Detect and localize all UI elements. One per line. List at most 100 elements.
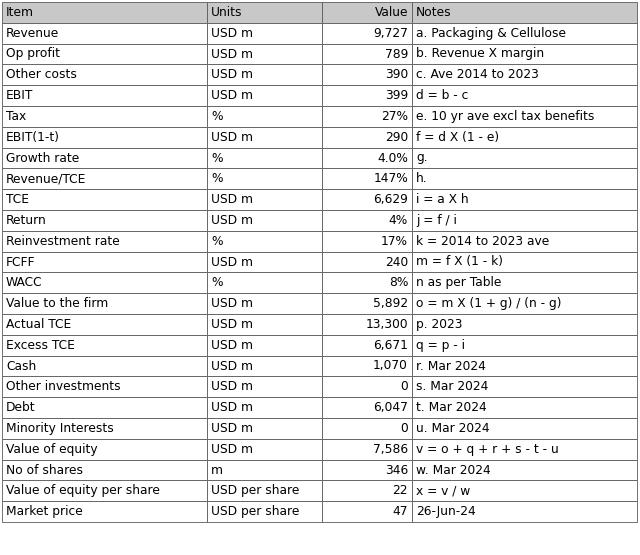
Bar <box>412 148 637 168</box>
Bar <box>207 168 322 189</box>
Bar <box>2 314 207 335</box>
Bar <box>322 251 412 273</box>
Text: q = p - i: q = p - i <box>416 339 465 352</box>
Bar <box>322 356 412 376</box>
Bar <box>322 418 412 439</box>
Bar <box>412 314 637 335</box>
Text: 26-Jun-24: 26-Jun-24 <box>416 505 476 518</box>
Bar <box>322 397 412 418</box>
Text: USD per share: USD per share <box>211 505 300 518</box>
Bar <box>322 168 412 189</box>
Text: i = a X h: i = a X h <box>416 193 468 206</box>
Bar <box>322 44 412 64</box>
Bar <box>2 23 207 44</box>
Text: k = 2014 to 2023 ave: k = 2014 to 2023 ave <box>416 235 549 248</box>
Text: 7,586: 7,586 <box>373 443 408 456</box>
Bar <box>322 148 412 168</box>
Bar <box>2 85 207 106</box>
Text: Tax: Tax <box>6 110 26 123</box>
Text: c. Ave 2014 to 2023: c. Ave 2014 to 2023 <box>416 68 539 81</box>
Bar <box>2 127 207 148</box>
Text: Notes: Notes <box>416 6 452 19</box>
Text: USD m: USD m <box>211 27 253 40</box>
Bar <box>2 376 207 397</box>
Text: %: % <box>211 172 223 185</box>
Text: v = o + q + r + s - t - u: v = o + q + r + s - t - u <box>416 443 559 456</box>
Bar <box>2 2 207 23</box>
Text: 147%: 147% <box>373 172 408 185</box>
Text: 8%: 8% <box>388 276 408 289</box>
Bar <box>322 293 412 314</box>
Text: Reinvestment rate: Reinvestment rate <box>6 235 120 248</box>
Bar <box>322 314 412 335</box>
Text: Revenue: Revenue <box>6 27 60 40</box>
Bar <box>322 481 412 501</box>
Text: USD per share: USD per share <box>211 485 300 497</box>
Bar <box>207 44 322 64</box>
Text: p. 2023: p. 2023 <box>416 318 463 331</box>
Bar <box>322 376 412 397</box>
Text: f = d X (1 - e): f = d X (1 - e) <box>416 130 499 144</box>
Text: 22: 22 <box>392 485 408 497</box>
Text: m: m <box>211 463 223 477</box>
Bar <box>207 23 322 44</box>
Bar <box>207 64 322 85</box>
Bar <box>2 501 207 522</box>
Bar <box>2 481 207 501</box>
Text: Value to the firm: Value to the firm <box>6 297 108 310</box>
Text: USD m: USD m <box>211 130 253 144</box>
Text: USD m: USD m <box>211 318 253 331</box>
Text: 346: 346 <box>385 463 408 477</box>
Text: u. Mar 2024: u. Mar 2024 <box>416 422 490 435</box>
Bar <box>322 439 412 460</box>
Bar <box>2 273 207 293</box>
Text: Other costs: Other costs <box>6 68 77 81</box>
Text: 47: 47 <box>392 505 408 518</box>
Text: Excess TCE: Excess TCE <box>6 339 75 352</box>
Text: Item: Item <box>6 6 34 19</box>
Bar <box>322 2 412 23</box>
Bar <box>322 127 412 148</box>
Bar <box>412 23 637 44</box>
Bar <box>412 481 637 501</box>
Bar <box>322 231 412 251</box>
Bar <box>2 418 207 439</box>
Text: FCFF: FCFF <box>6 255 35 269</box>
Bar <box>2 168 207 189</box>
Bar <box>412 210 637 231</box>
Text: o = m X (1 + g) / (n - g): o = m X (1 + g) / (n - g) <box>416 297 561 310</box>
Bar <box>207 376 322 397</box>
Bar <box>412 397 637 418</box>
Text: Units: Units <box>211 6 243 19</box>
Text: USD m: USD m <box>211 89 253 102</box>
Bar <box>322 460 412 481</box>
Text: TCE: TCE <box>6 193 29 206</box>
Bar <box>412 85 637 106</box>
Text: n as per Table: n as per Table <box>416 276 501 289</box>
Text: USD m: USD m <box>211 68 253 81</box>
Bar <box>322 64 412 85</box>
Text: USD m: USD m <box>211 193 253 206</box>
Text: w. Mar 2024: w. Mar 2024 <box>416 463 491 477</box>
Text: %: % <box>211 110 223 123</box>
Text: r. Mar 2024: r. Mar 2024 <box>416 360 486 372</box>
Text: USD m: USD m <box>211 255 253 269</box>
Text: USD m: USD m <box>211 443 253 456</box>
Bar <box>322 210 412 231</box>
Bar <box>412 376 637 397</box>
Bar <box>412 64 637 85</box>
Text: %: % <box>211 235 223 248</box>
Bar <box>207 397 322 418</box>
Text: Minority Interests: Minority Interests <box>6 422 114 435</box>
Text: 6,629: 6,629 <box>373 193 408 206</box>
Text: x = v / w: x = v / w <box>416 485 470 497</box>
Text: 789: 789 <box>385 48 408 60</box>
Text: t. Mar 2024: t. Mar 2024 <box>416 401 487 414</box>
Bar <box>322 23 412 44</box>
Text: Op profit: Op profit <box>6 48 60 60</box>
Bar <box>2 397 207 418</box>
Text: No of shares: No of shares <box>6 463 83 477</box>
Text: h.: h. <box>416 172 428 185</box>
Text: USD m: USD m <box>211 422 253 435</box>
Bar <box>412 127 637 148</box>
